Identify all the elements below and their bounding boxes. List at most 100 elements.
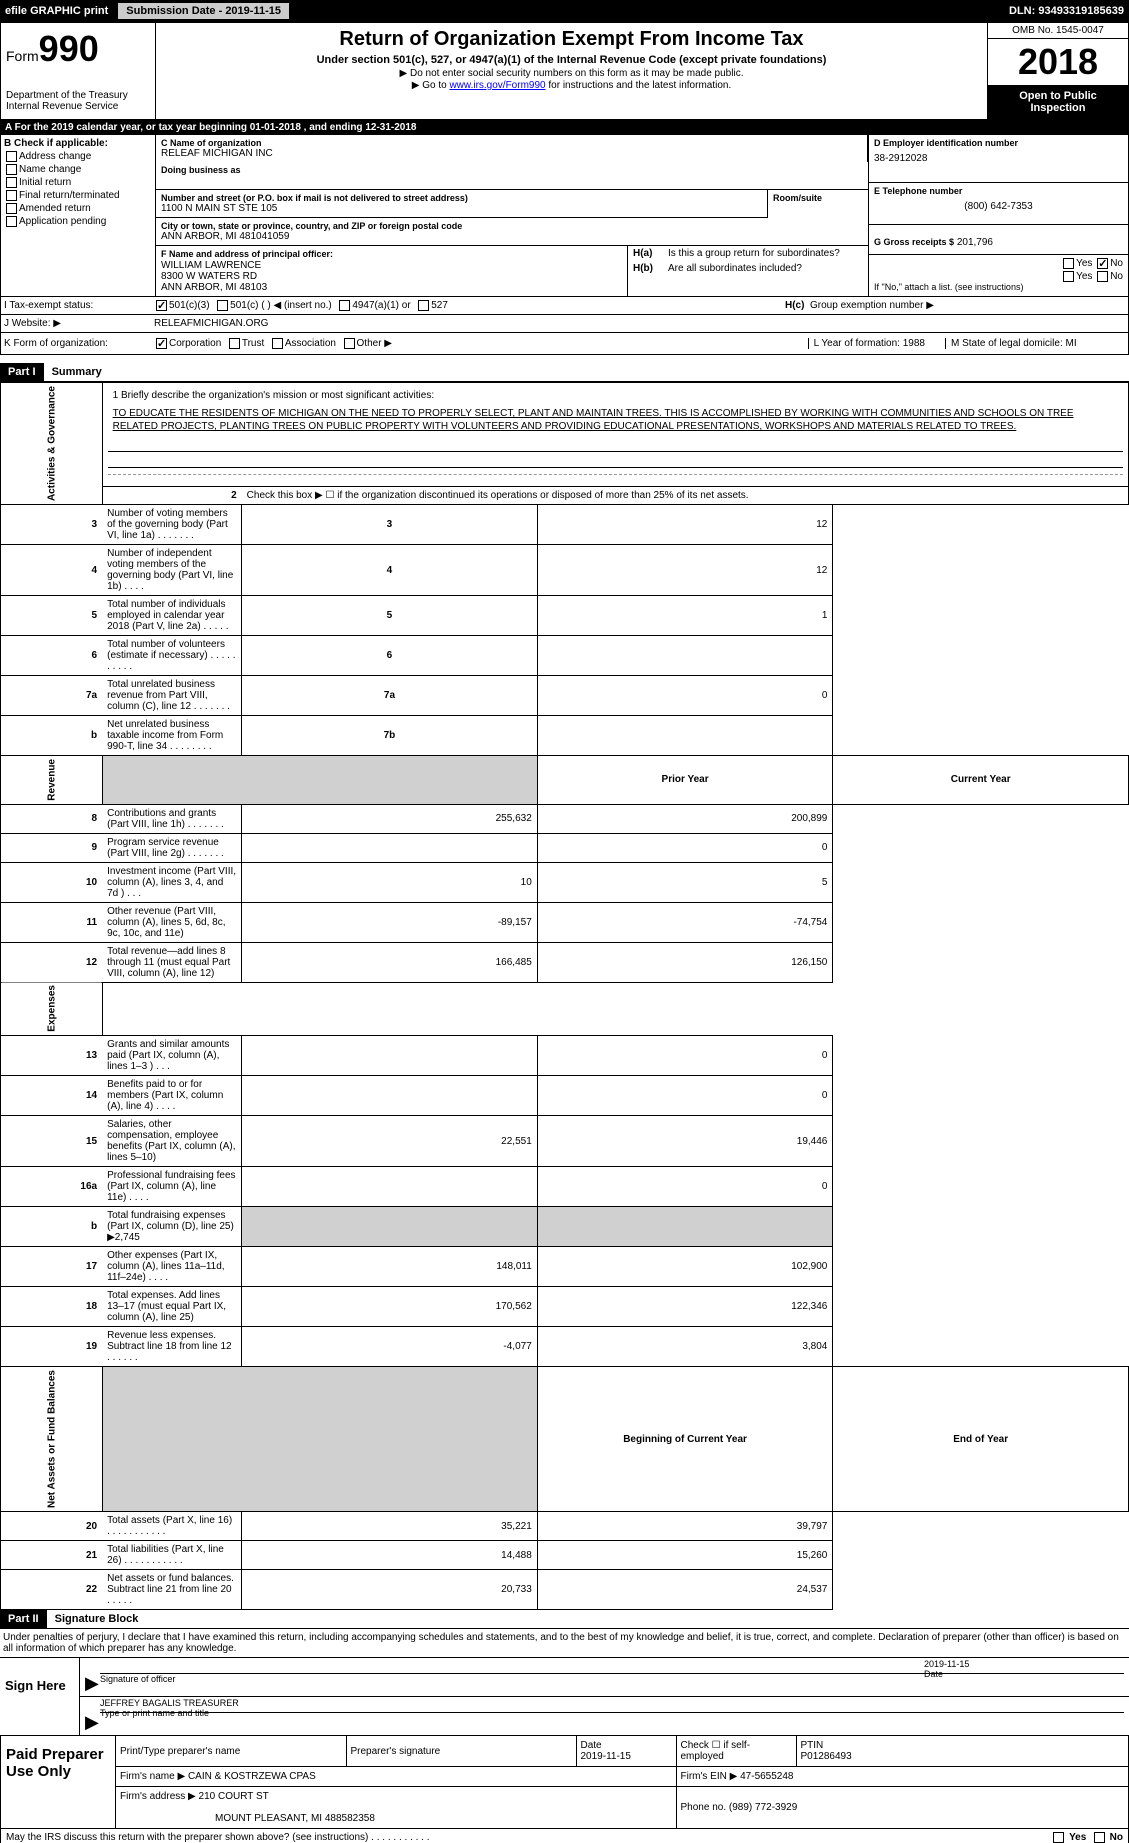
sig-date: 2019-11-15 xyxy=(924,1659,1124,1669)
curr-val: 0 xyxy=(537,1076,833,1116)
line-num: 4 xyxy=(1,545,103,596)
ha-no-checkbox[interactable] xyxy=(1097,258,1108,269)
line-desc: Program service revenue (Part VIII, line… xyxy=(102,833,242,862)
line-desc: Revenue less expenses. Subtract line 18 … xyxy=(102,1327,242,1367)
hc-text: Group exemption number ▶ xyxy=(810,300,934,311)
trust-checkbox[interactable] xyxy=(229,338,240,349)
type-name-label: Type or print name and title xyxy=(100,1708,209,1718)
line-num: 5 xyxy=(1,596,103,636)
checkbox[interactable] xyxy=(6,151,17,162)
line-num: 14 xyxy=(1,1076,103,1116)
b-label: B Check if applicable: xyxy=(4,138,152,149)
line-num: 13 xyxy=(1,1036,103,1076)
line-desc: Contributions and grants (Part VIII, lin… xyxy=(102,804,242,833)
dba-label: Doing business as xyxy=(161,165,863,175)
ha-yes-checkbox[interactable] xyxy=(1063,258,1074,269)
discuss-no-checkbox[interactable] xyxy=(1094,1832,1105,1843)
end-year-header: End of Year xyxy=(833,1367,1129,1512)
org-form-row: K Form of organization: Corporation Trus… xyxy=(0,333,1129,355)
opt-trust: Trust xyxy=(242,338,264,349)
checkbox[interactable] xyxy=(6,216,17,227)
opt-501c3: 501(c)(3) xyxy=(169,300,210,311)
arrow-icon: ▶ xyxy=(85,1673,100,1694)
line-num: 19 xyxy=(1,1327,103,1367)
check-label: Initial return xyxy=(19,177,71,188)
line-desc: Other expenses (Part IX, column (A), lin… xyxy=(102,1247,242,1287)
prep-sig-label: Preparer's signature xyxy=(351,1746,441,1757)
check-label: Application pending xyxy=(19,216,106,227)
line-desc: Total number of individuals employed in … xyxy=(102,596,242,636)
check-label: Name change xyxy=(19,164,81,175)
k-label: K Form of organization: xyxy=(4,338,154,349)
part2-title: Signature Block xyxy=(55,1613,139,1625)
prep-name-label: Print/Type preparer's name xyxy=(120,1746,240,1757)
firm-ein-label: Firm's EIN ▶ xyxy=(681,1771,738,1782)
line-num: 7a xyxy=(1,676,103,716)
prep-date-label: Date xyxy=(581,1740,602,1751)
501c-checkbox[interactable] xyxy=(217,300,228,311)
hb-label: H(b) xyxy=(633,263,668,274)
col-b-checkboxes: B Check if applicable: Address change Nam… xyxy=(1,135,156,296)
line-val: 1 xyxy=(537,596,833,636)
e-label: E Telephone number xyxy=(874,186,1123,196)
line-desc: Total assets (Part X, line 16) . . . . .… xyxy=(102,1512,242,1541)
4947-checkbox[interactable] xyxy=(339,300,350,311)
room-label: Room/suite xyxy=(773,193,863,203)
penalty-text: Under penalties of perjury, I declare th… xyxy=(0,1629,1129,1658)
line-box: 7b xyxy=(242,716,538,756)
line-desc: Number of independent voting members of … xyxy=(102,545,242,596)
opt-assoc: Association xyxy=(285,338,336,349)
prior-val: 22,551 xyxy=(242,1116,538,1167)
checkbox[interactable] xyxy=(6,203,17,214)
line-num: 17 xyxy=(1,1247,103,1287)
check-item: Address change xyxy=(4,151,152,162)
curr-val: 0 xyxy=(537,833,833,862)
ptin: P01286493 xyxy=(801,1751,852,1762)
firm-addr1: 210 COURT ST xyxy=(199,1791,269,1802)
501c3-checkbox[interactable] xyxy=(156,300,167,311)
j-label: J Website: ▶ xyxy=(4,318,154,329)
dept1: Department of the Treasury xyxy=(6,90,150,101)
assoc-checkbox[interactable] xyxy=(272,338,283,349)
hb-yes-checkbox[interactable] xyxy=(1063,271,1074,282)
other-checkbox[interactable] xyxy=(344,338,355,349)
discuss-row: May the IRS discuss this return with the… xyxy=(0,1829,1129,1843)
ein: 38-2912028 xyxy=(874,153,1123,164)
beg-year-header: Beginning of Current Year xyxy=(537,1367,833,1512)
omb: OMB No. 1545-0047 xyxy=(988,23,1128,39)
part1-header: Part I xyxy=(0,363,44,381)
opt-other: Other ▶ xyxy=(357,338,392,349)
line-num: 20 xyxy=(1,1512,103,1541)
website-row: J Website: ▶ RELEAFMICHIGAN.ORG xyxy=(0,315,1129,333)
curr-val: 24,537 xyxy=(537,1570,833,1610)
form-prefix: Form xyxy=(6,48,39,64)
i-label: I Tax-exempt status: xyxy=(4,300,154,311)
line-num: 6 xyxy=(1,636,103,676)
ha-text: Is this a group return for subordinates? xyxy=(668,248,863,259)
checkbox[interactable] xyxy=(6,164,17,175)
discuss-yes-checkbox[interactable] xyxy=(1053,1832,1064,1843)
date-label: Date xyxy=(924,1669,943,1679)
sign-here-section: Sign Here ▶ Signature of officer 2019-11… xyxy=(0,1658,1129,1736)
instr2-link[interactable]: www.irs.gov/Form990 xyxy=(449,80,545,91)
exp-label: Expenses xyxy=(1,982,103,1036)
checkbox[interactable] xyxy=(6,190,17,201)
line-box: 4 xyxy=(242,545,538,596)
corp-checkbox[interactable] xyxy=(156,338,167,349)
hb-no-checkbox[interactable] xyxy=(1097,271,1108,282)
line-desc: Professional fundraising fees (Part IX, … xyxy=(102,1167,242,1207)
check-item: Application pending xyxy=(4,216,152,227)
col-b-mid: C Name of organization RELEAF MICHIGAN I… xyxy=(156,135,868,296)
prior-val xyxy=(242,1167,538,1207)
line-desc: Net assets or fund balances. Subtract li… xyxy=(102,1570,242,1610)
line-val: 0 xyxy=(537,676,833,716)
line-desc: Total liabilities (Part X, line 26) . . … xyxy=(102,1541,242,1570)
form-title-block: Return of Organization Exempt From Incom… xyxy=(156,23,988,119)
subtitle: Under section 501(c), 527, or 4947(a)(1)… xyxy=(166,54,977,66)
527-checkbox[interactable] xyxy=(418,300,429,311)
line-num: 22 xyxy=(1,1570,103,1610)
checkbox[interactable] xyxy=(6,177,17,188)
firm-name: CAIN & KOSTRZEWA CPAS xyxy=(188,1771,316,1782)
firm-addr2: MOUNT PLEASANT, MI 488582358 xyxy=(215,1813,375,1824)
opt-corp: Corporation xyxy=(169,338,221,349)
